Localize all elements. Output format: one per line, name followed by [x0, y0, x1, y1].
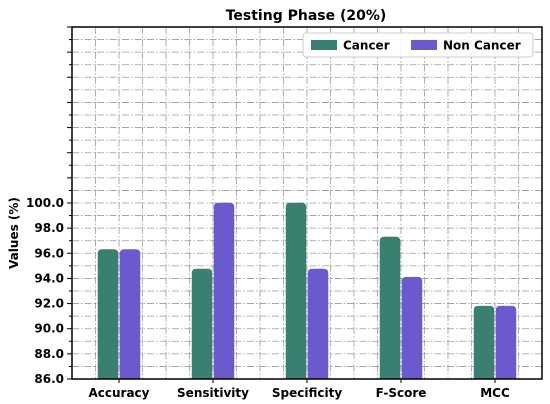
bar-non-cancer	[119, 249, 141, 380]
chart-title: Testing Phase (20%)	[226, 8, 387, 24]
y-tick-label: 92.0	[34, 297, 64, 311]
y-tick-label: 88.0	[34, 347, 64, 361]
bar-non-cancer	[495, 305, 517, 380]
axis-ticks: 86.0 88.0 90.0 92.0 94.0 96.0 98.0 100.0 Accurac…	[26, 26, 510, 400]
bar-non-cancer	[307, 268, 329, 380]
x-tick-label: Sensitivity	[177, 386, 249, 400]
y-tick-label: 86.0	[34, 372, 64, 386]
y-tick-label: 96.0	[34, 246, 64, 260]
bar-non-cancer	[401, 276, 423, 380]
bar-cancer	[379, 236, 401, 380]
x-tick-label: Accuracy	[88, 386, 149, 400]
bars	[97, 202, 517, 380]
x-tick-label: MCC	[480, 386, 510, 400]
legend-swatch	[411, 40, 437, 50]
bar-cancer	[191, 268, 213, 380]
y-tick-label: 100.0	[26, 196, 64, 210]
y-tick-label: 98.0	[34, 221, 64, 235]
legend-label: Non Cancer	[443, 39, 521, 53]
x-tick-label: F-Score	[376, 386, 427, 400]
legend: Cancer Non Cancer	[302, 32, 534, 58]
bar-cancer	[97, 249, 119, 380]
bar-non-cancer	[213, 202, 235, 380]
grid-lines	[72, 26, 542, 380]
legend-label: Cancer	[343, 39, 390, 53]
y-tick-label: 94.0	[34, 271, 64, 285]
y-tick-label: 90.0	[34, 322, 64, 336]
x-tick-label: Specificity	[272, 386, 342, 400]
y-axis-label: Values (%)	[7, 197, 21, 269]
bar-cancer	[285, 202, 307, 380]
bar-cancer	[473, 305, 495, 380]
legend-swatch	[311, 40, 337, 50]
